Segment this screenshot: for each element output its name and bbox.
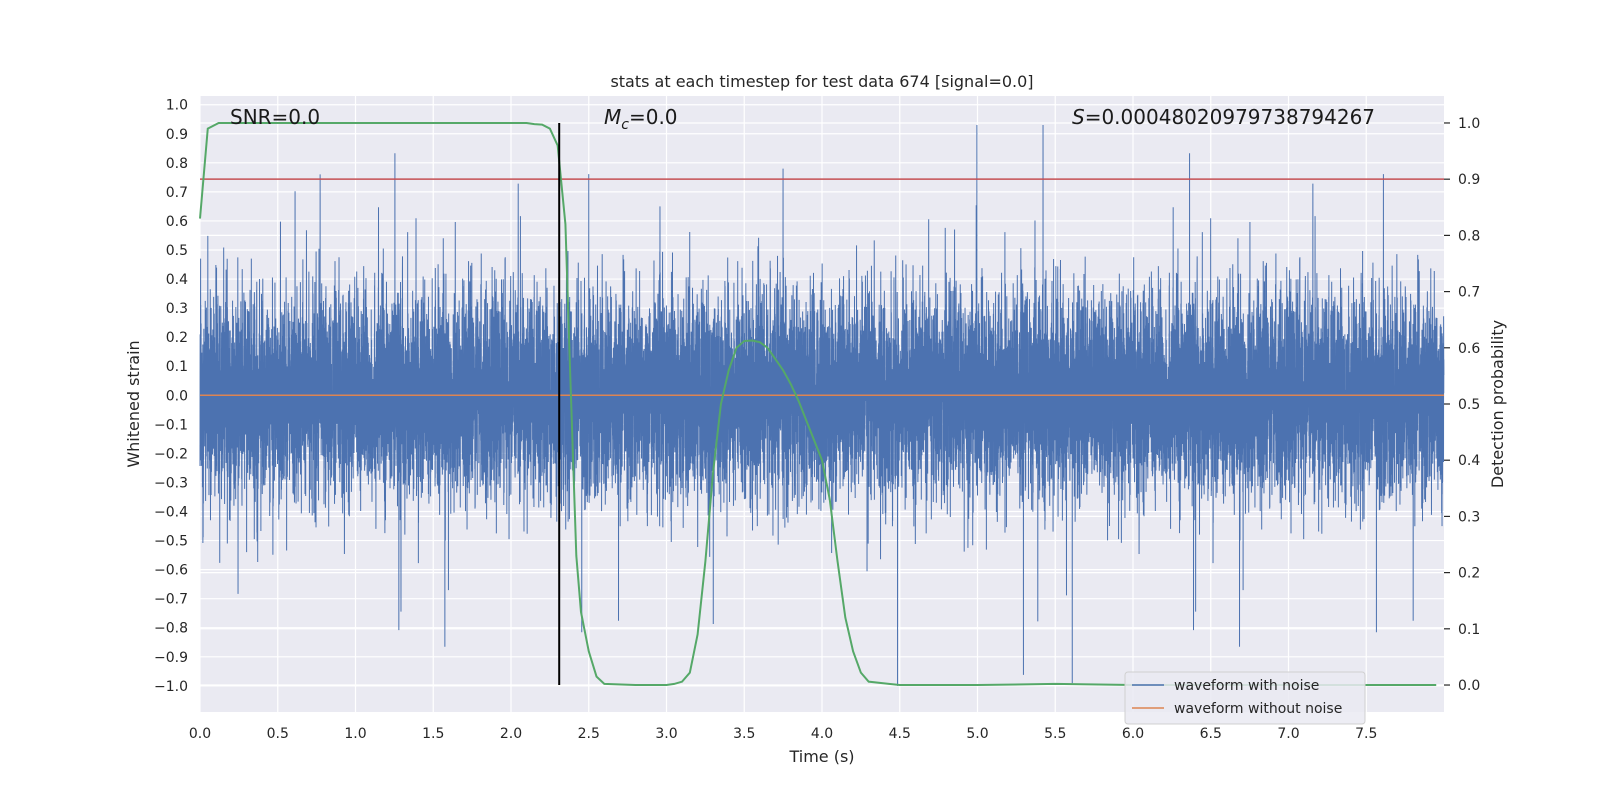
legend-label-noise: waveform with noise <box>1174 678 1319 694</box>
y-left-tick-label: 0.1 <box>166 359 188 375</box>
mc-annotation: Mc=0.0 <box>604 105 678 133</box>
y-left-tick-label: −0.1 <box>154 417 188 433</box>
y-left-tick-label: 0.4 <box>166 272 188 288</box>
y-right-tick-label: 0.4 <box>1458 453 1480 469</box>
y-right-tick-label: 0.5 <box>1458 397 1480 413</box>
y-left-tick-label: 0.0 <box>166 388 188 404</box>
x-tick-label: 7.0 <box>1277 726 1299 742</box>
x-tick-label: 6.0 <box>1122 726 1144 742</box>
y-left-tick-label: −0.3 <box>154 475 188 491</box>
x-tick-label: 6.5 <box>1200 726 1222 742</box>
legend-label-clean: waveform without noise <box>1174 701 1342 717</box>
y-axis-left: 1.0 0.9 0.8 0.7 0.6 0.5 0.4 0.3 0.2 0.1 0.0 −0.1 −0.… <box>154 98 188 695</box>
y-left-tick-label: −0.5 <box>154 534 188 550</box>
x-tick-label: 0.5 <box>267 726 289 742</box>
series-detection-probability <box>199 121 1437 687</box>
y-right-tick-label: 1.0 <box>1458 116 1480 132</box>
mc-symbol: M <box>604 105 621 129</box>
series-waveform-with-noise <box>199 125 1445 686</box>
detection-probability-line <box>199 121 1437 687</box>
y-left-tick-label: −0.2 <box>154 446 188 462</box>
x-tick-label: 3.0 <box>655 726 677 742</box>
y-left-tick-label: −0.4 <box>154 505 188 521</box>
chart-title: stats at each timestep for test data 674… <box>610 72 1033 91</box>
y-right-tick-label: 0.3 <box>1458 509 1480 525</box>
x-axis: 0.0 0.5 1.0 1.5 2.0 2.5 3.0 3.5 4.0 4.5 5.0 5.5 6.0 6… <box>189 726 1378 742</box>
y-left-tick-label: 0.9 <box>166 127 188 143</box>
s-value: =0.0004802097973879426​7 <box>1085 105 1375 129</box>
y-right-tick-label: 0.1 <box>1458 622 1480 638</box>
x-tick-label: 1.0 <box>344 726 366 742</box>
x-tick-label: 1.5 <box>422 726 444 742</box>
y-axis-right-label: Detection probability <box>1488 320 1507 488</box>
mc-value: =0.0 <box>629 105 678 129</box>
y-left-tick-label: 1.0 <box>166 98 188 114</box>
y-left-tick-label: 0.6 <box>166 214 188 230</box>
x-tick-label: 2.0 <box>500 726 522 742</box>
mc-subscript: c <box>621 117 629 133</box>
y-left-tick-label: −0.7 <box>154 592 188 608</box>
x-axis-label: Time (s) <box>788 747 854 766</box>
y-left-tick-label: −0.8 <box>154 621 188 637</box>
s-symbol: S <box>1072 105 1085 129</box>
y-right-tick-label: 0.9 <box>1458 172 1480 188</box>
x-tick-label: 3.5 <box>733 726 755 742</box>
y-right-tick-label: 0.0 <box>1458 678 1480 694</box>
y-left-tick-label: 0.8 <box>166 156 188 172</box>
y-right-tick-label: 0.7 <box>1458 285 1480 301</box>
y-right-tick-label: 0.6 <box>1458 341 1480 357</box>
y-right-tick-label: 0.8 <box>1458 228 1480 244</box>
y-left-tick-label: 0.2 <box>166 330 188 346</box>
y-right-tick-label: 0.2 <box>1458 566 1480 582</box>
y-left-tick-label: 0.3 <box>166 301 188 317</box>
x-tick-label: 7.5 <box>1355 726 1377 742</box>
y-axis-right: 1.0 0.9 0.8 0.7 0.6 0.5 0.4 0.3 0.2 0.1 0.0 <box>1444 116 1480 694</box>
y-axis-left-label: Whitened strain <box>124 340 143 467</box>
y-left-tick-label: −0.9 <box>154 650 188 666</box>
snr-annotation: SNR=0.0 <box>230 105 320 129</box>
x-tick-label: 4.0 <box>811 726 833 742</box>
x-tick-label: 2.5 <box>578 726 600 742</box>
y-left-tick-label: 0.7 <box>166 185 188 201</box>
legend: waveform with noise waveform without noi… <box>1124 671 1366 725</box>
x-tick-label: 4.5 <box>889 726 911 742</box>
x-tick-label: 5.5 <box>1044 726 1066 742</box>
waveform-noise-line <box>199 125 1445 686</box>
y-left-tick-label: 0.5 <box>166 243 188 259</box>
x-tick-label: 5.0 <box>966 726 988 742</box>
y-left-tick-label: −0.6 <box>154 563 188 579</box>
x-tick-label: 0.0 <box>189 726 211 742</box>
y-left-tick-label: −1.0 <box>154 679 188 695</box>
s-annotation: S=0.0004802097973879426​7 <box>1072 105 1375 129</box>
legend-box <box>1124 671 1366 725</box>
